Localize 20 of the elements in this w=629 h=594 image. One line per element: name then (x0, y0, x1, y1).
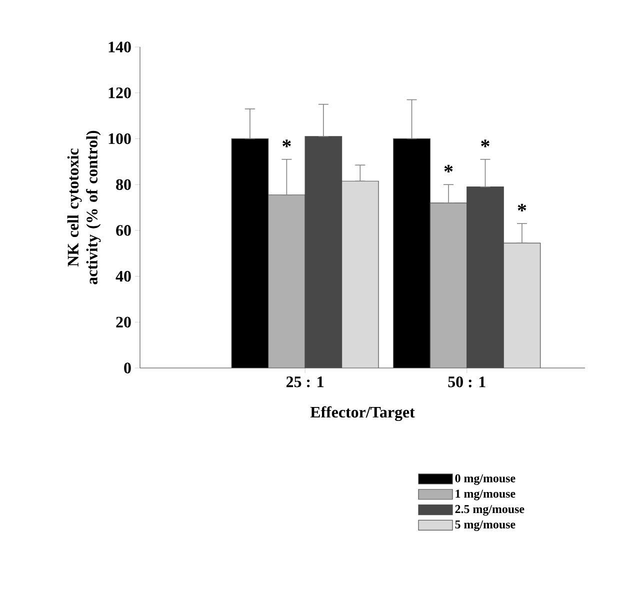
x-tick-label: 25 : 1 (286, 376, 324, 388)
y-tick-label: 20 (116, 316, 131, 328)
legend-label: 0 mg/mouse (455, 474, 516, 485)
data-label: * (518, 204, 526, 212)
y-tick-label: 80 (116, 179, 131, 190)
data-label: * (444, 164, 453, 172)
y-tick-label: 100 (108, 133, 131, 144)
y-tick-label: 40 (116, 270, 131, 282)
y-tick-label: 0 (124, 362, 131, 374)
legend-label: 1 mg/mouse (456, 490, 516, 500)
y-axis-title: NK cell cytotoxic activity (% of control) (67, 130, 101, 284)
data-label: * (282, 140, 291, 148)
x-tick-label: 50 : 1 (448, 376, 486, 388)
x-axis-title: Effector/Target (310, 406, 415, 421)
y-tick-label: 140 (108, 42, 131, 52)
y-tick-label: 60 (116, 225, 131, 236)
data-label: * (481, 140, 490, 148)
y-tick-label: 120 (108, 87, 131, 98)
legend-label: 5 mg/mouse (455, 520, 516, 531)
legend-label: 2.5 mg/mouse (455, 505, 524, 516)
